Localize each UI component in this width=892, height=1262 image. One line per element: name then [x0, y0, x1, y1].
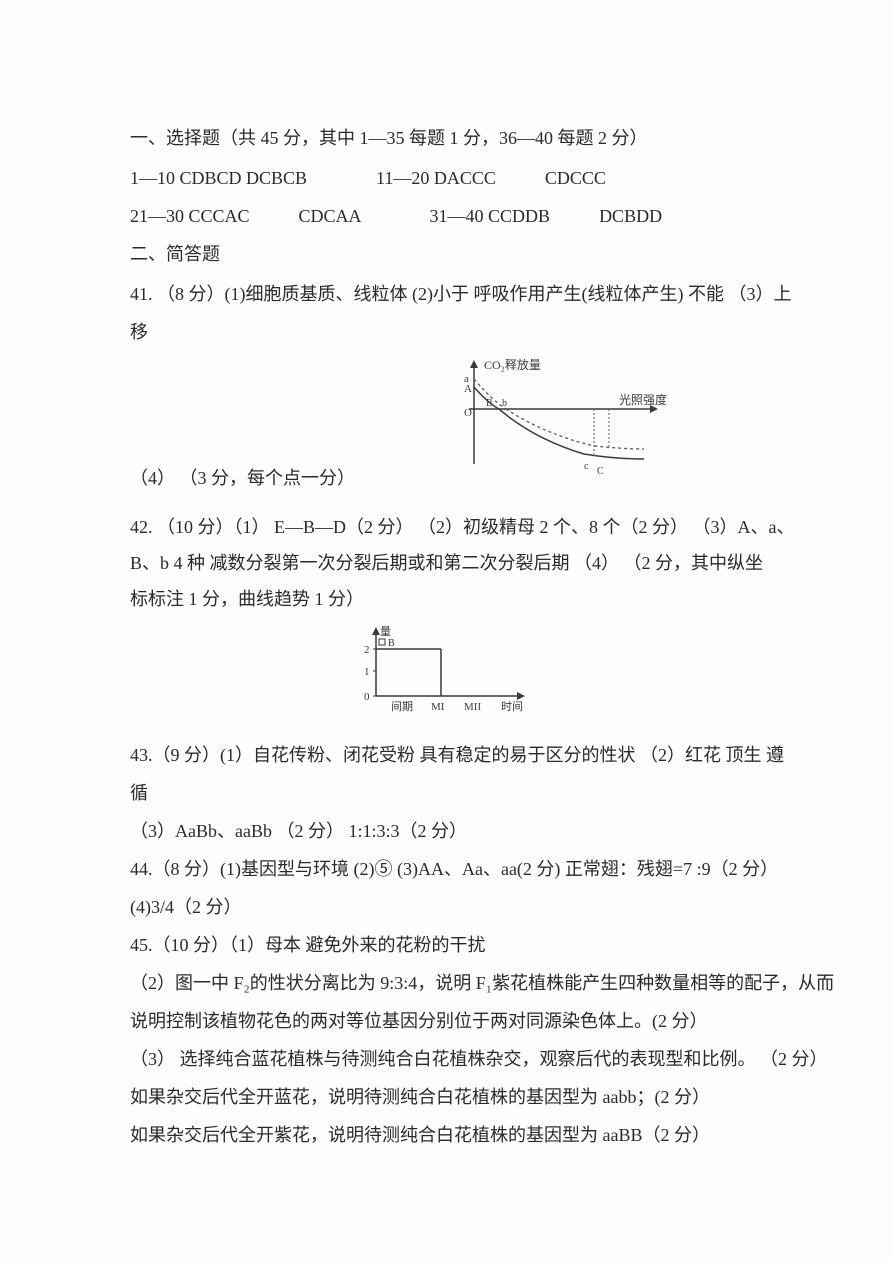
svg-text:MI: MI — [431, 701, 445, 713]
answers-31-40b: DCBDD — [599, 206, 662, 226]
q41-note4: （4） （3 分，每个点一分） — [130, 460, 355, 506]
answers-21-30a: 21—30 CCCAC — [130, 206, 250, 226]
chart1-xlabel: 光照强度 — [619, 392, 667, 407]
svg-text:2: 2 — [364, 644, 370, 656]
q45-line6: 如果杂交后代全开紫花，说明待测纯合白花植株的基因型为 aaBB（2 分） — [130, 1117, 762, 1153]
q45-line4: （3） 选择纯合蓝花植株与待测纯合白花植株杂交，观察后代的表现型和比例。 （2 … — [130, 1041, 762, 1077]
q45-line1: 45.（10 分）（1）母本 避免外来的花粉的干扰 — [130, 927, 762, 963]
q41-line1: 41. （8 分）(1)细胞质基质、线粒体 (2)小于 呼吸作用产生(线粒体产生… — [130, 276, 762, 312]
svg-text:1: 1 — [364, 666, 370, 678]
svg-text:时间: 时间 — [501, 700, 523, 713]
svg-text:c: c — [584, 461, 589, 472]
answers-11-20b: CDCCC — [545, 168, 606, 188]
answers-31-40a: 31—40 CCDDB — [430, 206, 551, 226]
q44-line2: (4)3/4（2 分） — [130, 889, 762, 925]
q42-line2: B、b 4 种 减数分裂第一次分裂后期或和第二次分裂后期 （4） （2 分，其中… — [130, 546, 762, 580]
q43-line3: （3）AaBb、aaBb （2 分） 1:1:3:3（2 分） — [130, 813, 762, 849]
svg-text:量: 量 — [380, 625, 391, 638]
svg-text:间期: 间期 — [391, 700, 413, 713]
q42-line1: 42. （10 分）（1） E—B—D（2 分） （2）初级精母 2 个、8 个… — [130, 510, 762, 544]
q44-line1: 44.（8 分）(1)基因型与环境 (2)⑤ (3)AA、Aa、aa(2 分) … — [130, 851, 762, 887]
chart2-container: 量 时间 0 1 2 B 间期 MI MII — [130, 621, 762, 733]
chart1-container: （4） （3 分，每个点一分） CO₂释放量 光照强度 O a A B b — [130, 354, 762, 506]
svg-text:B: B — [486, 398, 493, 409]
svg-text:0: 0 — [364, 691, 370, 703]
svg-text:B: B — [388, 638, 395, 649]
chart1-origin: O — [464, 407, 472, 419]
q42-line3: 标标注 1 分，曲线趋势 1 分） — [130, 582, 762, 616]
chart2-svg: 量 时间 0 1 2 B 间期 MI MII — [346, 621, 546, 721]
q41-line2: 移 — [130, 314, 762, 350]
answers-1-10: 1—10 CDBCD DCBCB — [130, 168, 307, 188]
svg-text:b: b — [502, 398, 507, 409]
answers-11-20a: 11—20 DACCC — [376, 168, 496, 188]
svg-text:C: C — [597, 466, 604, 477]
q45-line5: 如果杂交后代全开蓝花，说明待测纯合白花植株的基因型为 aabb；(2 分） — [130, 1079, 762, 1115]
section1-header: 一、选择题（共 45 分，其中 1—35 每题 1 分，36—40 每题 2 分… — [130, 120, 762, 156]
q45-line2: （2）图一中 F₂的性状分离比为 9:3:4，说明 F₁紫花植株能产生四种数量相… — [130, 965, 762, 1001]
svg-text:MII: MII — [464, 701, 481, 713]
q45-line3: 说明控制该植物花色的两对等位基因分别位于两对同源染色体上。(2 分） — [130, 1003, 762, 1039]
section2-header: 二、简答题 — [130, 236, 762, 272]
answer-row-2: 21—30 CCCAC CDCAA 31—40 CCDDB DCBDD — [130, 198, 762, 234]
q43-line2: 循 — [130, 775, 762, 811]
svg-text:A: A — [464, 383, 472, 395]
chart1-ylabel: CO₂释放量 — [484, 357, 541, 372]
answer-row-1: 1—10 CDBCD DCBCB 11—20 DACCC CDCCC — [130, 160, 762, 196]
q43-line1: 43.（9 分）(1）自花传粉、闭花受粉 具有稳定的易于区分的性状 （2）红花 … — [130, 737, 762, 773]
chart1-svg: CO₂释放量 光照强度 O a A B b c C — [444, 354, 674, 494]
answers-21-30b: CDCAA — [299, 206, 361, 226]
